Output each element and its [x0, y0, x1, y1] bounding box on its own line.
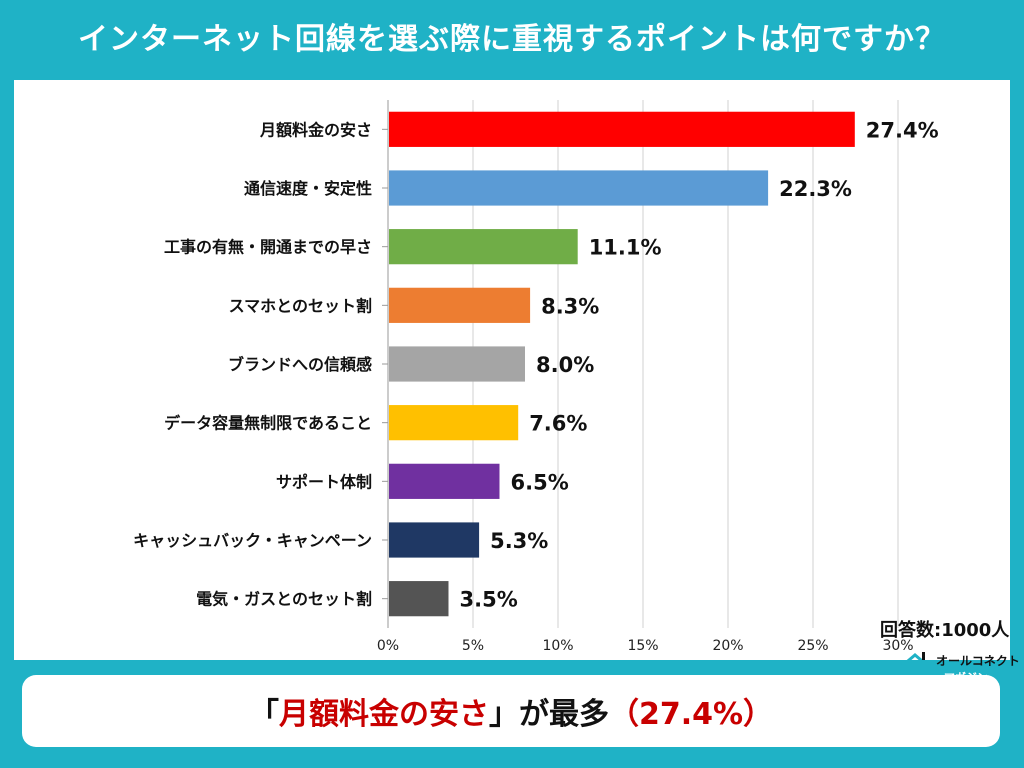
data-label: 27.4% — [866, 118, 939, 142]
logo-name: オールコネクト — [936, 654, 1020, 668]
category-label: 月額料金の安さ — [259, 120, 372, 139]
bar — [389, 111, 855, 147]
data-label: 8.0% — [536, 353, 594, 377]
data-label: 22.3% — [779, 177, 852, 201]
summary-text: が最多 — [518, 697, 609, 732]
summary-banner: 「 月額料金の安さ 」 が最多 （27.4%） — [22, 675, 1000, 747]
category-label: サポート体制 — [276, 472, 372, 491]
data-label: 5.3% — [490, 529, 548, 553]
data-label: 7.6% — [529, 412, 587, 436]
data-label: 8.3% — [541, 294, 599, 318]
bar — [389, 229, 578, 265]
summary-highlight: 月額料金の安さ — [278, 697, 489, 732]
x-tick-label: 10% — [542, 638, 573, 654]
bar — [389, 463, 500, 499]
category-label: 通信速度・安定性 — [244, 179, 372, 198]
category-label: 電気・ガスとのセット割 — [196, 590, 372, 609]
summary-value: （27.4%） — [608, 697, 774, 732]
x-tick-label: 30% — [882, 638, 913, 654]
bar — [389, 522, 480, 558]
bar — [389, 287, 531, 323]
category-label: データ容量無制限であること — [164, 414, 372, 433]
bar-chart: 0% 5% 10% 15% 20% 25% 30% 月額料金の安さ 27.4% 通信速度・安定性 2… — [133, 100, 939, 654]
data-label: 11.1% — [589, 236, 662, 260]
bar — [389, 346, 525, 382]
category-label: キャッシュバック・キャンペーン — [133, 531, 372, 550]
bar — [389, 405, 519, 441]
summary-close-bracket: 」 — [488, 697, 519, 732]
summary-open-bracket: 「 — [248, 697, 279, 732]
category-label: ブランドへの信頼感 — [228, 355, 372, 374]
category-label: 工事の有無・開通までの早さ — [164, 238, 372, 257]
bar — [389, 581, 449, 617]
category-label: スマホとのセット割 — [229, 296, 372, 315]
respondent-count: 回答数:1000人 — [880, 620, 1010, 641]
data-label: 3.5% — [460, 588, 518, 612]
bar — [389, 170, 769, 206]
chart-title: インターネット回線を選ぶ際に重視するポイントは何ですか？ — [78, 22, 946, 57]
x-tick-label: 15% — [627, 638, 658, 654]
data-label: 6.5% — [511, 470, 569, 494]
chart-panel: 0% 5% 10% 15% 20% 25% 30% 月額料金の安さ 27.4% 通信速度・安定性 2… — [14, 80, 1020, 686]
x-tick-label: 20% — [712, 638, 743, 654]
x-tick-label: 0% — [377, 638, 399, 654]
x-tick-label: 25% — [797, 638, 828, 654]
x-tick-label: 5% — [462, 638, 484, 654]
